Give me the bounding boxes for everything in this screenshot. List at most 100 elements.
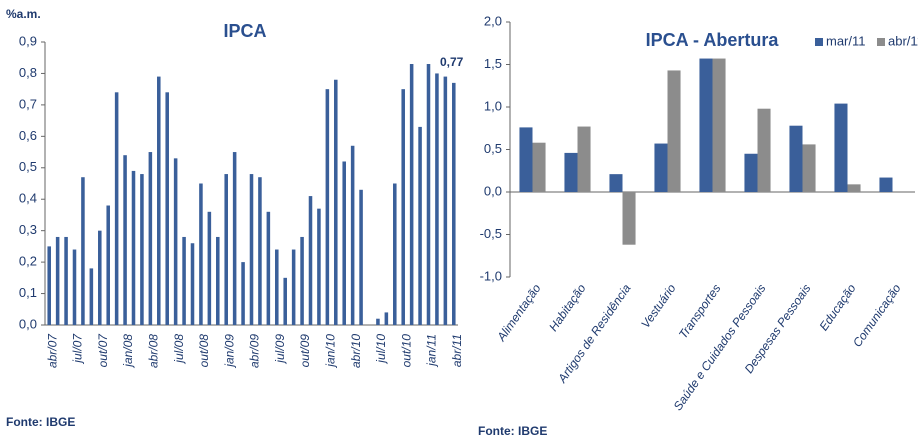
bar (98, 230, 102, 325)
x-tick-label: abr/07 (45, 333, 59, 368)
bar (317, 208, 321, 325)
bar (123, 155, 127, 325)
x-tick-label: abr/09 (248, 334, 262, 368)
annotation: 0,77 (440, 55, 464, 69)
y-tick-label: 0,9 (19, 33, 37, 48)
bar (241, 262, 245, 325)
y-tick-label: 0,5 (484, 141, 502, 156)
bar (834, 103, 848, 192)
y-tick-label: 1,5 (484, 56, 502, 71)
y-axis-label: %a.m. (6, 7, 41, 21)
x-tick-label: jul/09 (273, 334, 287, 365)
bar (291, 249, 296, 325)
bar (667, 70, 681, 192)
bar (325, 89, 330, 326)
bar (789, 125, 803, 192)
bar (712, 58, 726, 192)
bar (393, 183, 397, 325)
bar (258, 177, 262, 325)
bar (89, 268, 94, 325)
bar (182, 236, 186, 325)
bar (216, 236, 220, 325)
y-tick-label: 0,8 (19, 65, 37, 80)
bar (249, 174, 254, 325)
legend-swatch (815, 38, 823, 46)
bar (308, 196, 313, 325)
x-tick-label: Comunicação (850, 281, 904, 349)
y-tick-label: 0,1 (19, 285, 37, 300)
x-tick-label: Alimentação (494, 281, 544, 344)
x-tick-label: abr/10 (349, 334, 363, 368)
bar (452, 82, 456, 325)
chart-title: IPCA - Abertura (646, 30, 780, 50)
y-tick-label: 0,5 (19, 159, 37, 174)
bar (207, 211, 212, 325)
bar (148, 152, 153, 325)
x-tick-label: jan/09 (222, 334, 236, 369)
bar (47, 246, 51, 325)
bar (435, 73, 439, 325)
legend-swatch (877, 38, 885, 46)
bar (106, 205, 110, 325)
bar (283, 277, 287, 325)
bar (532, 142, 546, 192)
bar (199, 183, 203, 325)
bar (140, 174, 144, 325)
source: Fonte: IBGE (6, 415, 75, 429)
bar (426, 64, 431, 325)
bar (165, 92, 169, 325)
bar (190, 243, 195, 325)
x-tick-label: out/08 (197, 334, 211, 368)
x-tick-label: jul/08 (172, 334, 186, 365)
x-tick-label: abr/11 (450, 334, 464, 367)
bar (342, 161, 346, 325)
bar (266, 211, 271, 325)
bar (359, 189, 363, 325)
bar (519, 127, 533, 192)
bar (757, 108, 771, 192)
bar (401, 89, 405, 326)
y-tick-label: 1,0 (484, 98, 502, 113)
bar (847, 184, 861, 192)
bar (224, 174, 228, 325)
bar (418, 126, 422, 326)
bar (350, 145, 355, 325)
bar (131, 170, 136, 325)
bar (232, 152, 237, 325)
bar (577, 126, 591, 192)
bar (409, 64, 414, 325)
x-tick-label: jan/11 (425, 334, 439, 368)
x-tick-label: jan/10 (324, 334, 338, 369)
bar (55, 236, 60, 325)
bar (654, 143, 668, 192)
bar (114, 92, 119, 325)
bar (157, 76, 161, 325)
bar (802, 144, 816, 192)
x-tick-label: out/09 (298, 334, 312, 368)
bar (609, 174, 623, 192)
source: Fonte: IBGE (478, 424, 547, 438)
bar (81, 177, 85, 325)
bar (443, 76, 448, 325)
bar (699, 58, 713, 192)
y-tick-label: -1,0 (480, 268, 502, 283)
x-tick-label: Educação (816, 281, 858, 333)
bar (384, 312, 389, 325)
x-tick-label: out/10 (399, 334, 413, 368)
x-tick-label: jan/08 (121, 334, 135, 369)
x-tick-label: Transportes (676, 282, 724, 342)
y-tick-label: 0,0 (19, 316, 37, 331)
y-tick-label: 0,6 (19, 128, 37, 143)
bar (275, 249, 279, 325)
y-tick-label: 0,7 (19, 96, 37, 111)
x-tick-label: out/07 (96, 333, 110, 368)
y-tick-label: 0,0 (484, 183, 502, 198)
bar (879, 177, 893, 192)
bar (173, 158, 178, 325)
y-tick-label: 0,4 (19, 191, 37, 206)
bar (622, 192, 636, 245)
y-tick-label: 0,3 (19, 222, 37, 237)
x-tick-label: Saúde e Cuidados Pessoais (671, 282, 769, 414)
bar (334, 79, 338, 325)
